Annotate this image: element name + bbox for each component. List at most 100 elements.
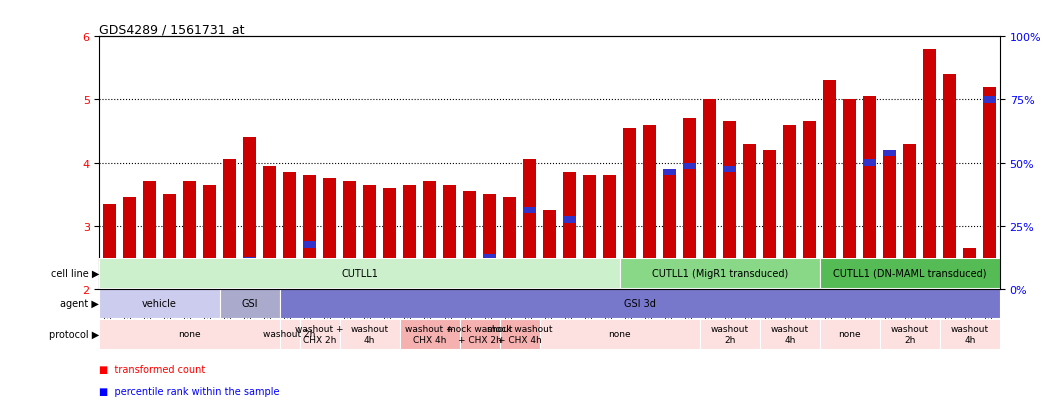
Bar [603,176,617,289]
Bar [983,88,997,289]
Text: washout
2h: washout 2h [711,325,749,344]
Bar [263,273,276,280]
Bar [263,166,276,289]
Bar [163,275,176,282]
Bar [663,176,676,289]
Bar [543,273,556,280]
Bar [684,163,696,169]
Bar [303,242,316,248]
Bar [904,144,916,289]
Bar [143,269,156,275]
Text: GDS4289 / 1561731_at: GDS4289 / 1561731_at [99,23,245,36]
Text: GSI 3d: GSI 3d [624,299,655,309]
Bar [943,75,956,289]
Text: ■  percentile rank within the sample: ■ percentile rank within the sample [99,387,280,396]
Bar [563,173,576,289]
Bar [699,319,760,349]
Bar [463,273,476,280]
Bar [243,258,257,264]
Bar [99,258,620,288]
Bar [704,273,716,280]
Bar [504,270,516,277]
Text: CUTLL1: CUTLL1 [341,268,378,278]
Bar [363,271,376,278]
Bar [443,273,456,280]
Bar [983,97,997,103]
Bar [843,273,856,280]
Bar [283,173,296,289]
Bar [943,273,956,280]
Text: none: none [839,330,861,339]
Bar [539,319,699,349]
Bar [783,126,797,289]
Bar [163,195,176,289]
Bar [643,126,656,289]
Text: CUTLL1 (DN-MAML transduced): CUTLL1 (DN-MAML transduced) [833,268,986,278]
Bar [99,319,280,349]
Bar [603,271,617,278]
Text: CUTLL1 (MigR1 transduced): CUTLL1 (MigR1 transduced) [651,268,788,278]
Text: washout
4h: washout 4h [351,325,388,344]
Bar [684,119,696,289]
Bar [403,261,416,267]
Bar [884,154,896,289]
Bar [923,273,936,280]
Bar [483,254,496,261]
Bar [623,128,637,289]
Bar [563,217,576,223]
Bar [743,144,756,289]
Bar [383,188,396,289]
Bar [820,258,1000,288]
Text: washout +
CHX 2h: washout + CHX 2h [295,325,343,344]
Text: cell line ▶: cell line ▶ [50,268,99,278]
Bar [884,151,896,157]
Bar [403,185,416,289]
Bar [280,319,299,349]
Text: washout
4h: washout 4h [771,325,809,344]
Text: protocol ▶: protocol ▶ [49,329,99,339]
Bar [879,319,940,349]
Bar [704,100,716,289]
Bar [443,185,456,289]
Bar [763,150,776,289]
Bar [643,273,656,280]
Bar [280,289,1000,318]
Bar [122,198,136,289]
Bar [823,81,837,289]
Bar [423,273,437,280]
Text: vehicle: vehicle [142,299,177,309]
Bar [339,319,400,349]
Text: none: none [608,330,631,339]
Bar [963,261,977,267]
Bar [122,271,136,278]
Bar [820,319,879,349]
Bar [940,319,1000,349]
Bar [583,273,596,280]
Bar [283,273,296,280]
Bar [864,97,876,289]
Bar [620,258,820,288]
Text: agent ▶: agent ▶ [60,299,99,309]
Bar [183,277,196,283]
Bar [803,273,817,280]
Bar [223,264,236,270]
Bar [220,289,280,318]
Bar [524,160,536,289]
Text: ■  transformed count: ■ transformed count [99,364,205,374]
Bar [583,176,596,289]
Bar [499,319,539,349]
Bar [303,176,316,289]
Bar [963,248,977,289]
Bar [143,182,156,289]
Bar [663,169,676,176]
Bar [763,273,776,280]
Bar [103,204,116,289]
Bar [723,166,736,173]
Text: none: none [178,330,201,339]
Bar [843,100,856,289]
Bar [760,319,820,349]
Bar [203,278,216,284]
Bar [243,138,257,289]
Bar [299,319,339,349]
Bar [423,182,437,289]
